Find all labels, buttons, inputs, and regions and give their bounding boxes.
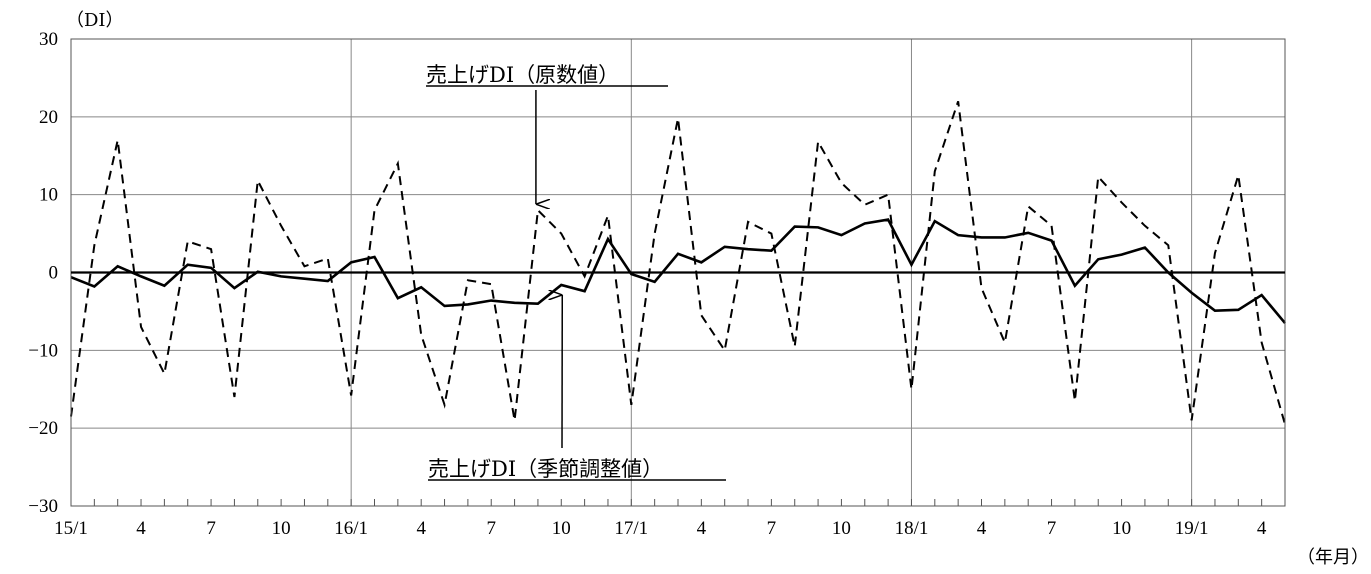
- y-tick-label: 30: [39, 29, 58, 50]
- x-tick-label: 16/1: [334, 518, 368, 539]
- x-tick-label: 15/1: [54, 518, 88, 539]
- x-tick-label: 4: [416, 518, 426, 539]
- annotation-sa-label: 売上げDI（季節調整値）: [428, 457, 663, 481]
- x-tick-label: 4: [977, 518, 987, 539]
- x-tick-label: 7: [486, 518, 496, 539]
- x-tick-label: 17/1: [614, 518, 648, 539]
- x-tick-label: 10: [272, 518, 291, 539]
- x-tick-label: 10: [832, 518, 851, 539]
- x-tick-label: 18/1: [895, 518, 929, 539]
- x-tick-label: 7: [206, 518, 216, 539]
- series-layer: [70, 100, 1286, 425]
- annotations: 売上げDI（原数値） 売上げDI（季節調整値）: [426, 63, 726, 481]
- y-tick-label: 10: [39, 185, 58, 206]
- y-tick-label: −30: [28, 496, 58, 517]
- x-tick-label: 7: [767, 518, 777, 539]
- x-tick-label: 4: [1257, 518, 1267, 539]
- x-axis-unit-label: （年月）: [1297, 547, 1369, 568]
- series-line-raw: [70, 100, 1286, 425]
- y-tick-label: −20: [28, 418, 58, 439]
- x-tick-label: 4: [136, 518, 146, 539]
- x-tick-label: 19/1: [1175, 518, 1209, 539]
- y-tick-label: 0: [49, 263, 59, 284]
- series-line-seasonally-adjusted: [70, 218, 1286, 324]
- x-tick-label: 4: [697, 518, 707, 539]
- x-tick-label: 7: [1047, 518, 1057, 539]
- y-axis-unit-label: （DI）: [66, 10, 124, 31]
- y-tick-label: 20: [39, 107, 58, 128]
- annotation-raw-label: 売上げDI（原数値）: [426, 63, 619, 87]
- x-tick-label: 10: [552, 518, 571, 539]
- x-tick-label: 10: [1112, 518, 1131, 539]
- y-tick-label: −10: [28, 340, 58, 361]
